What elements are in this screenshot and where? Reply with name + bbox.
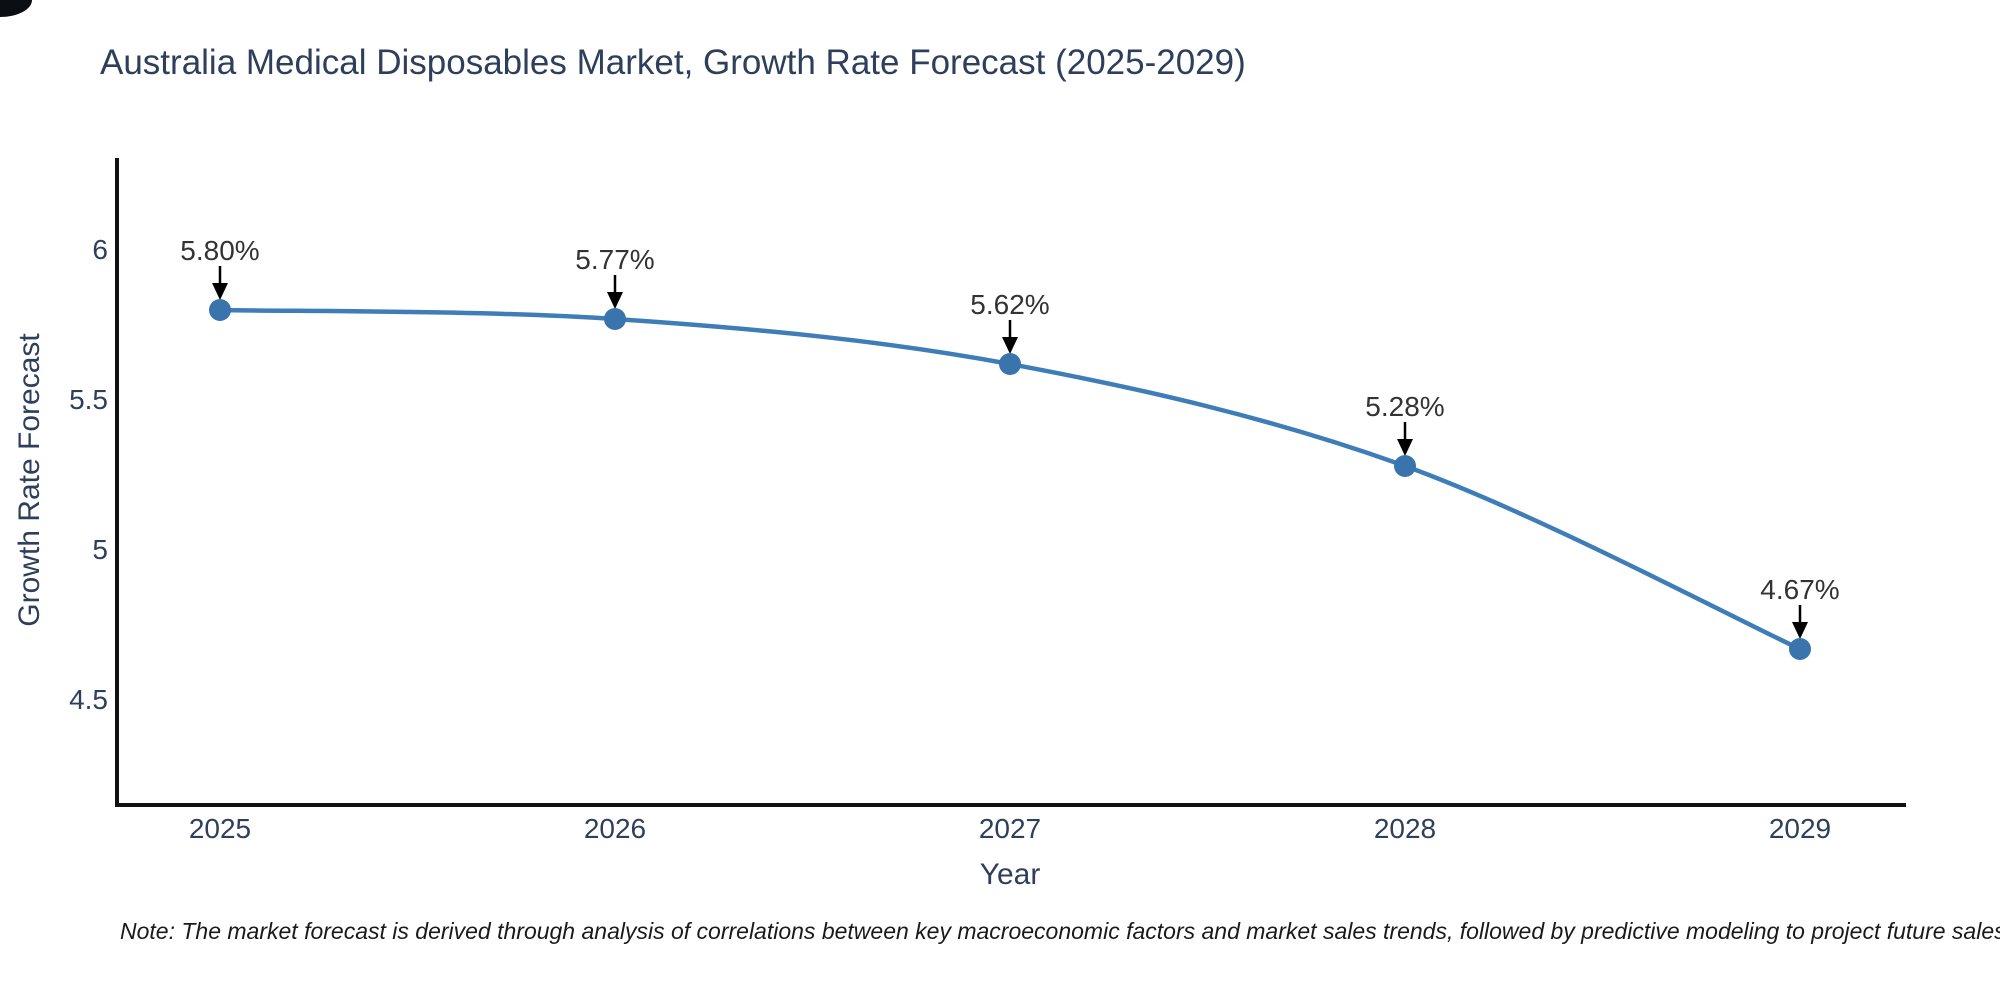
data-point-marker[interactable] (209, 299, 231, 321)
x-axis-title: Year (979, 858, 1041, 891)
footnote: Note: The market forecast is derived thr… (120, 918, 2000, 944)
data-point-label: 5.77% (575, 244, 655, 275)
y-tick-label: 5.5 (69, 384, 108, 415)
data-point-label: 5.28% (1365, 391, 1445, 422)
annotation-arrow-head (1397, 439, 1413, 456)
y-tick-label: 5 (92, 534, 108, 565)
data-point-marker[interactable] (1394, 455, 1416, 477)
data-point-label: 4.67% (1760, 574, 1840, 605)
data-point-marker[interactable] (1789, 638, 1811, 660)
annotation-arrow-head (1002, 337, 1018, 354)
x-tick-label: 2027 (978, 813, 1042, 844)
data-point-marker[interactable] (999, 353, 1021, 375)
y-tick-label: 6 (92, 234, 108, 265)
data-point-label: 5.62% (970, 289, 1050, 320)
data-point-label: 5.80% (180, 235, 260, 266)
annotation-arrow-head (607, 292, 623, 309)
x-tick-label: 2025 (188, 813, 252, 844)
data-point-marker[interactable] (604, 308, 626, 330)
x-tick-label: 2026 (583, 813, 647, 844)
chart-title: Australia Medical Disposables Market, Gr… (100, 43, 1246, 82)
y-tick-label: 4.5 (69, 684, 108, 715)
x-tick-label: 2029 (1768, 813, 1832, 844)
annotation-arrow-head (212, 283, 228, 300)
annotation-arrow-head (1792, 622, 1808, 639)
x-tick-label: 2028 (1373, 813, 1437, 844)
